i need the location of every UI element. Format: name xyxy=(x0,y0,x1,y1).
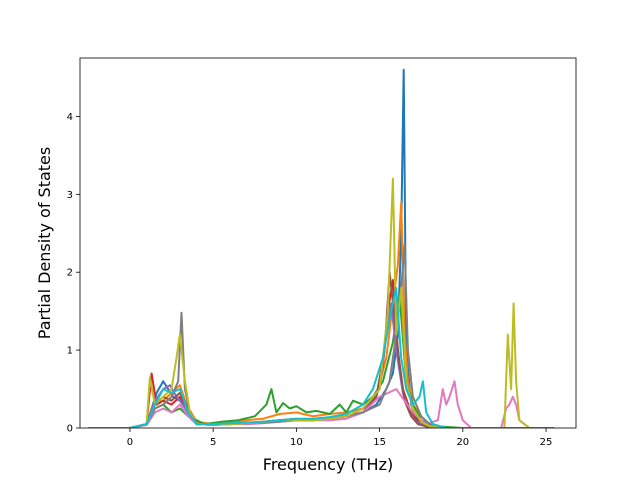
x-tick-label: 15 xyxy=(373,437,386,448)
plot-area xyxy=(80,58,576,428)
y-tick-label: 4 xyxy=(67,112,73,123)
y-axis-ticks: 0 1 2 3 4 xyxy=(67,112,80,435)
y-tick-label: 3 xyxy=(67,190,73,201)
y-tick-label: 0 xyxy=(67,424,73,435)
y-tick-label: 2 xyxy=(67,268,73,279)
x-tick-label: 20 xyxy=(456,437,469,448)
x-axis-title: Frequency (THz) xyxy=(263,455,393,474)
x-axis-ticks: 0 5 10 15 20 25 xyxy=(127,428,553,448)
x-tick-label: 0 xyxy=(127,437,133,448)
series-layer xyxy=(88,68,555,428)
series-line-10 xyxy=(88,286,555,428)
series-line-9 xyxy=(88,177,555,428)
y-axis-title: Partial Density of States xyxy=(35,147,54,339)
x-tick-label: 10 xyxy=(290,437,303,448)
x-tick-label: 25 xyxy=(540,437,553,448)
x-tick-label: 5 xyxy=(210,437,216,448)
plot-frame xyxy=(79,57,577,429)
y-tick-label: 1 xyxy=(67,346,73,357)
